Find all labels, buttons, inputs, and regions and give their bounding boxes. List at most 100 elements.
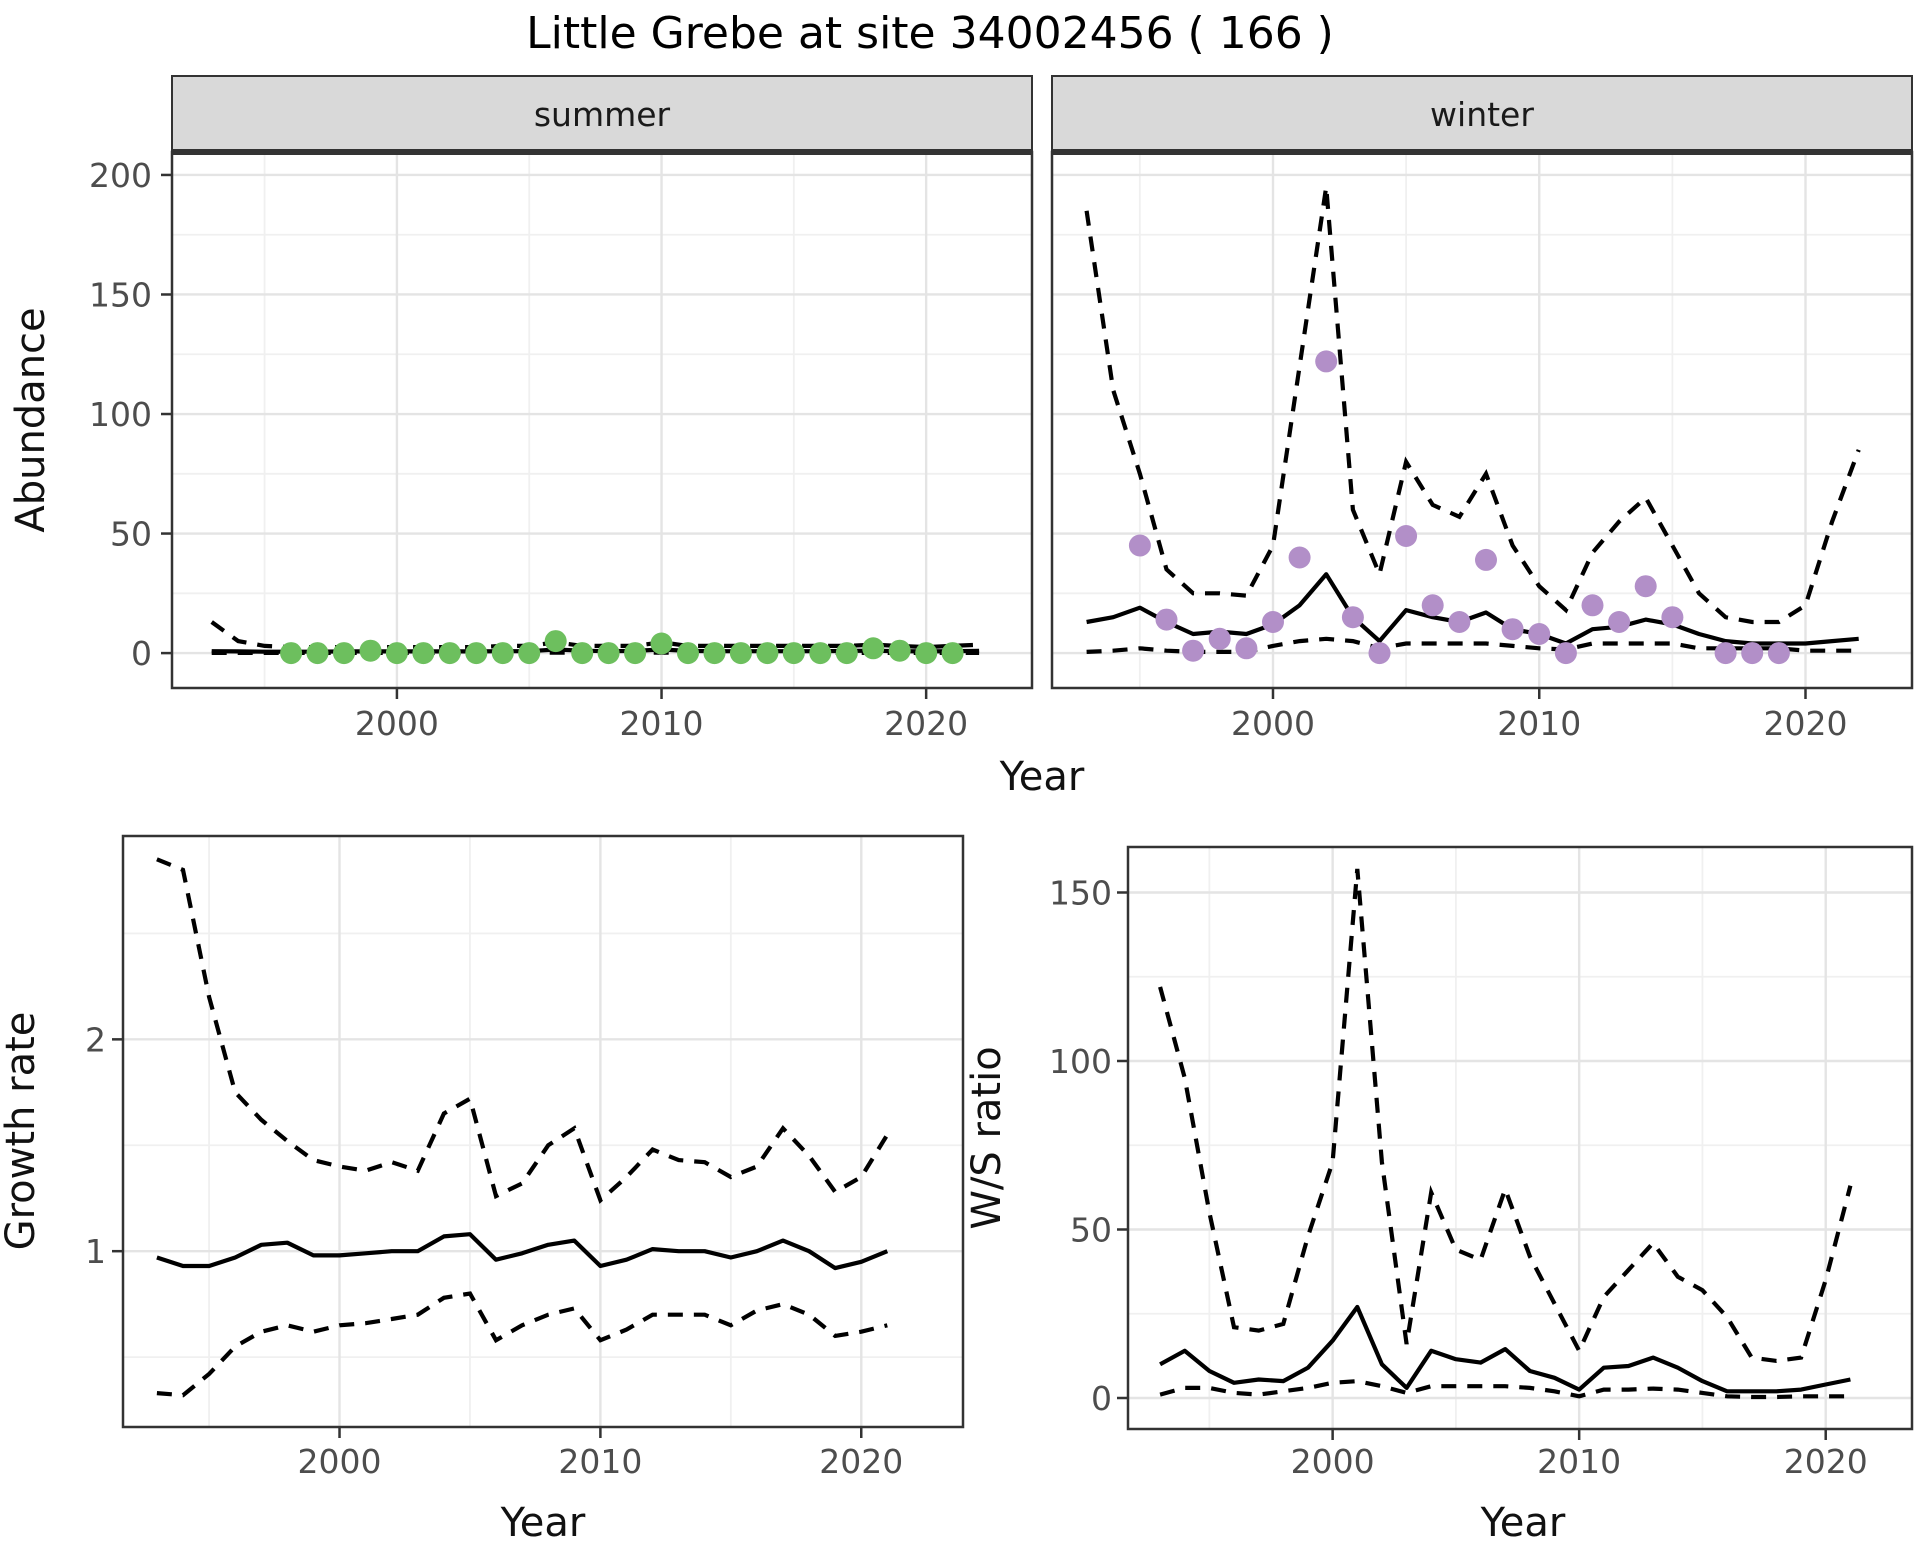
- observed-point: [280, 642, 303, 665]
- observed-point: [1475, 548, 1497, 571]
- x-tick-label: 2000: [1231, 704, 1315, 743]
- observed-point: [1155, 608, 1178, 631]
- y-tick-label: 50: [110, 515, 152, 554]
- observed-point: [782, 642, 805, 665]
- observed-points: [1128, 350, 1790, 665]
- observed-point: [624, 642, 647, 665]
- observed-point: [1608, 611, 1631, 633]
- y-axis-ticks: 0 50 100 150 200: [89, 156, 172, 673]
- y-tick-label: 2: [85, 1020, 106, 1059]
- x-axis-ticks: 2000 2010 2020: [298, 1427, 903, 1481]
- observed-point: [491, 642, 514, 665]
- x-axis-ticks: 2000 2010 2020: [355, 688, 968, 743]
- series-lines: [156, 857, 890, 1398]
- y-tick-label: 100: [89, 395, 152, 434]
- y-axis-ticks: 12: [85, 1020, 123, 1271]
- observed-point: [306, 642, 329, 665]
- panel-growth: 2000 2010 2020 12: [85, 834, 965, 1481]
- y-axis-title-ws-ratio: W/S ratio: [964, 1046, 1010, 1229]
- observed-point: [1501, 618, 1524, 641]
- x-axis-ticks: 2000 2010 2020: [1231, 688, 1847, 743]
- observed-point: [1208, 627, 1231, 650]
- y-tick-label: 0: [1091, 1379, 1112, 1418]
- y-axis-title-abundance: Abundance: [8, 307, 54, 532]
- observed-point: [1714, 642, 1737, 665]
- panel-background: [172, 152, 1032, 688]
- observed-point: [412, 642, 435, 665]
- observed-point: [597, 642, 620, 665]
- y-tick-label: 150: [89, 275, 152, 314]
- x-tick-label: 2000: [298, 1442, 382, 1481]
- observed-point: [650, 632, 673, 655]
- facet-strip: [1051, 75, 1913, 153]
- gridlines: [1052, 152, 1912, 688]
- observed-point: [1315, 350, 1338, 373]
- ci-lower-line: [156, 1291, 888, 1398]
- x-tick-label: 2000: [355, 704, 439, 743]
- observed-point: [756, 642, 779, 665]
- observed-point: [1448, 611, 1471, 633]
- y-tick-label: 0: [131, 634, 152, 673]
- y-tick-label: 200: [89, 156, 152, 195]
- observed-point: [438, 642, 461, 665]
- panel-background: [1128, 847, 1912, 1429]
- facet-strip-label: summer: [534, 95, 671, 134]
- facet-strip-label: winter: [1430, 95, 1534, 134]
- observed-points: [280, 630, 964, 665]
- ci-upper-line: [156, 857, 890, 1204]
- chart-title: Little Grebe at site 34002456 ( 166 ): [526, 8, 1334, 59]
- observed-point: [1741, 642, 1764, 665]
- x-tick-label: 2020: [884, 704, 968, 743]
- x-tick-label: 2010: [1497, 704, 1581, 743]
- observed-point: [1554, 642, 1577, 665]
- gridlines: [123, 836, 963, 1427]
- observed-point: [1767, 642, 1790, 665]
- observed-point: [385, 642, 408, 665]
- observed-point: [1661, 606, 1684, 629]
- observed-point: [1128, 534, 1151, 557]
- observed-point: [677, 642, 699, 665]
- y-axis-ticks: 0 50 100 150: [1049, 873, 1128, 1418]
- observed-point: [1528, 623, 1551, 645]
- x-axis-ticks: 2000 2010 2020: [1291, 1429, 1868, 1481]
- y-tick-label: 150: [1049, 873, 1112, 912]
- x-axis-title-year-growth: Year: [500, 1500, 586, 1546]
- x-tick-label: 2000: [1291, 1442, 1375, 1481]
- y-axis-title-growth-rate: Growth rate: [0, 1012, 44, 1251]
- panel-border: [1126, 845, 1914, 1431]
- observed-point: [1182, 639, 1205, 662]
- x-tick-label: 2020: [819, 1442, 903, 1481]
- x-axis-title-year-top: Year: [999, 754, 1085, 800]
- observed-point: [1395, 525, 1418, 547]
- fit-line: [156, 1232, 889, 1271]
- x-tick-label: 2010: [558, 1442, 642, 1481]
- panel-border: [121, 834, 965, 1429]
- panel-summer: summer 2000 2010 2020 0 50 100 150 200: [89, 75, 1034, 743]
- observed-point: [518, 642, 541, 665]
- series-lines: [1158, 868, 1853, 1400]
- x-tick-label: 2010: [620, 704, 704, 743]
- panel-winter: winter 2000 2010 2020: [1050, 75, 1914, 743]
- observed-point: [1288, 546, 1311, 569]
- panel-ws: 2000 2010 2020 0 50 100 150: [1049, 845, 1914, 1481]
- panel-background: [1052, 152, 1912, 688]
- facet-strip: [171, 75, 1033, 153]
- x-axis-title-year-ws: Year: [1480, 1500, 1566, 1546]
- observed-point: [703, 642, 726, 665]
- observed-point: [835, 642, 858, 665]
- fit-line: [1159, 1304, 1851, 1394]
- ci-lower-line: [1159, 1378, 1851, 1400]
- x-tick-label: 2020: [1784, 1442, 1868, 1481]
- observed-point: [862, 637, 885, 660]
- panels-container: summer 2000 2010 2020 0 50 100 150 200 winter 2000…: [85, 75, 1914, 1481]
- x-tick-label: 2010: [1537, 1442, 1621, 1481]
- observed-point: [359, 639, 382, 662]
- ci-upper-line: [1084, 186, 1861, 625]
- observed-point: [571, 642, 594, 665]
- observed-point: [1634, 575, 1657, 598]
- observed-point: [941, 642, 964, 665]
- gridlines: [1128, 847, 1912, 1429]
- observed-point: [544, 630, 567, 653]
